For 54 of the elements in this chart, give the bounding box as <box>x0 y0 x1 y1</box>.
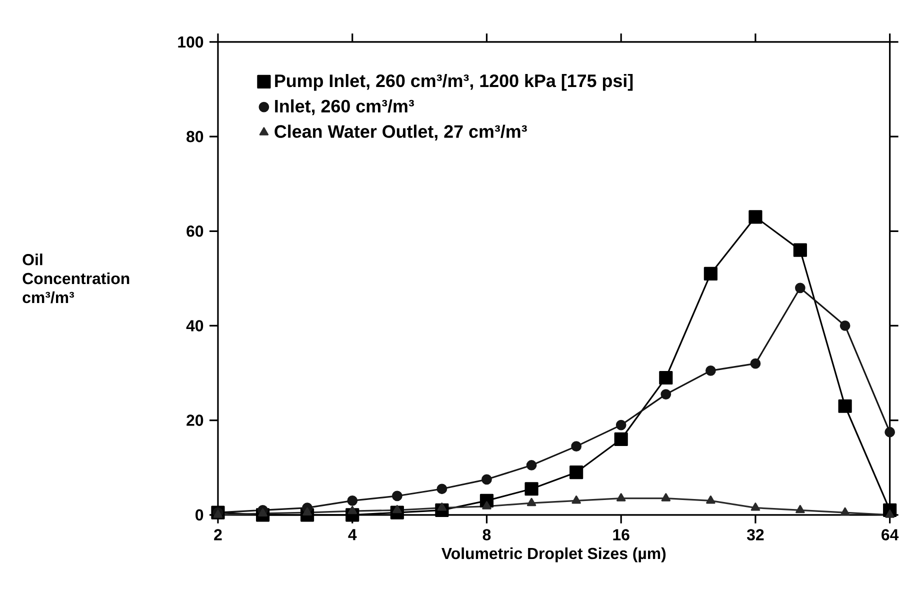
point <box>796 505 805 514</box>
legend-label: Clean Water Outlet, 27 cm³/m³ <box>274 124 527 141</box>
x-tick-label: 16 <box>613 529 630 540</box>
point <box>884 426 896 438</box>
point <box>572 496 581 504</box>
y-tick-label: 80 <box>186 130 204 142</box>
y-tick-label: 20 <box>186 414 204 426</box>
point <box>526 498 536 506</box>
x-axis-title: Volumetric Droplet Sizes (µm) <box>442 547 666 562</box>
point <box>748 210 762 224</box>
point <box>213 510 223 518</box>
x-tick-label: 64 <box>882 529 899 540</box>
point <box>661 493 671 502</box>
point <box>660 389 672 400</box>
point <box>616 420 626 430</box>
point <box>706 496 716 504</box>
point <box>840 320 850 331</box>
point <box>793 243 807 257</box>
point <box>437 502 447 511</box>
point <box>750 502 760 511</box>
point <box>482 501 492 510</box>
point <box>704 266 718 281</box>
point <box>614 432 628 446</box>
y-axis-title: Oil Concentration cm³/m³ <box>22 254 130 304</box>
point <box>347 496 358 506</box>
legend-label: Pump Inlet, 260 cm³/m³, 1200 kPa [175 psi] <box>275 74 633 91</box>
point <box>794 282 806 294</box>
x-tick-label: 2 <box>214 529 222 540</box>
y-tick-label: 100 <box>178 36 204 48</box>
point <box>616 493 626 502</box>
point <box>840 507 850 516</box>
point <box>482 474 492 485</box>
x-tick-label: 4 <box>348 529 357 540</box>
point <box>750 358 761 369</box>
point <box>524 482 538 496</box>
point <box>526 460 537 470</box>
point <box>348 506 357 514</box>
x-tick-label: 8 <box>482 529 491 540</box>
point <box>258 508 268 517</box>
y-tick-label: 40 <box>186 320 204 332</box>
point <box>570 466 584 480</box>
point <box>392 505 402 514</box>
point <box>885 510 894 518</box>
x-tick-label: 32 <box>746 529 764 540</box>
point <box>392 490 402 502</box>
legend-label: Inlet, 260 cm³/m³ <box>275 99 414 116</box>
y-tick-label: 0 <box>196 509 204 521</box>
y-tick-label: 60 <box>186 226 204 237</box>
point <box>838 399 852 413</box>
point <box>705 366 716 376</box>
point <box>436 484 448 494</box>
point <box>571 441 582 452</box>
point <box>302 507 312 516</box>
point <box>659 371 673 385</box>
